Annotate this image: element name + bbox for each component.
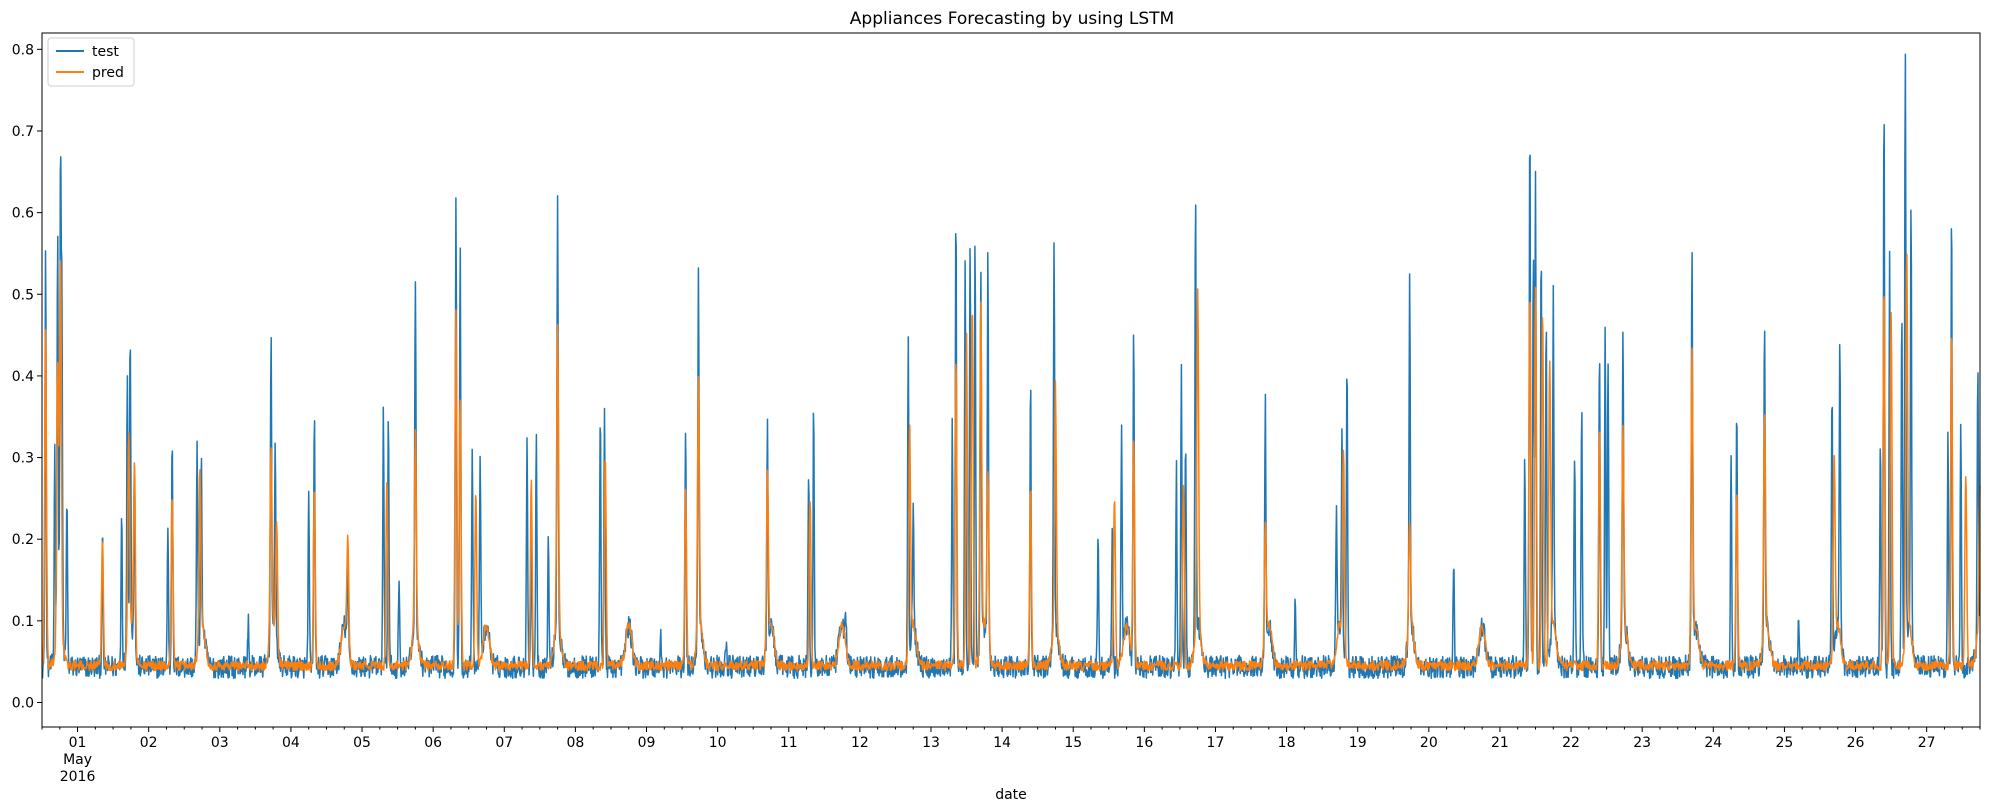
x-tick-label: 07 (495, 735, 513, 751)
x-axis-label: date (995, 787, 1027, 803)
series-line-test (41, 53, 1981, 680)
y-tick-label: 0.3 (12, 451, 34, 467)
x-tick-label: 03 (211, 735, 229, 751)
x-tick-label: 14 (993, 735, 1011, 751)
legend-label-pred: pred (92, 65, 124, 81)
x-tick-label: 06 (424, 735, 442, 751)
x-tick-label: 09 (638, 735, 656, 751)
x-tick-label: 12 (851, 735, 869, 751)
x-tick-label: 21 (1491, 735, 1509, 751)
x-tick-label: 27 (1918, 735, 1936, 751)
y-tick-label: 0.8 (12, 42, 34, 58)
series-line-pred (41, 253, 1981, 672)
x-tick-label: 10 (709, 735, 727, 751)
x-tick-label: 25 (1776, 735, 1794, 751)
x-tick-label: 04 (282, 735, 300, 751)
x-tick-label: 08 (566, 735, 584, 751)
x-tick-label: 17 (1207, 735, 1225, 751)
y-tick-label: 0.1 (12, 614, 34, 630)
x-tick-label: 11 (780, 735, 798, 751)
x-tick-label: 24 (1704, 735, 1722, 751)
x-tick-label: 19 (1349, 735, 1367, 751)
y-tick-label: 0.5 (12, 287, 34, 303)
y-tick-label: 0.2 (12, 532, 34, 548)
x-tick-label: 26 (1847, 735, 1865, 751)
x-tick-label: 22 (1562, 735, 1580, 751)
x-tick-label: 18 (1278, 735, 1296, 751)
x-tick-label: 13 (922, 735, 940, 751)
series-layer (41, 53, 1981, 680)
x-tick-sublabel: May (63, 752, 92, 768)
legend: test pred (47, 37, 135, 87)
legend-label-test: test (92, 44, 119, 60)
y-tick-label: 0.6 (12, 206, 34, 222)
y-tick-label: 0.0 (12, 696, 34, 712)
y-axis: 0.0 0.1 0.2 0.3 0.4 0.5 0.6 0.7 0.8 (12, 42, 42, 712)
plot-frame (41, 32, 1981, 728)
x-tick-label: 05 (353, 735, 371, 751)
x-tick-label: 15 (1064, 735, 1082, 751)
x-tick-label: 20 (1420, 735, 1438, 751)
x-tick-label: 02 (140, 735, 158, 751)
x-tick-sublabel: 2016 (60, 769, 96, 785)
x-tick-label: 16 (1135, 735, 1153, 751)
chart-title: Appliances Forecasting by using LSTM (850, 9, 1174, 29)
x-tick-label: 01 (69, 735, 87, 751)
x-axis: 01 02 03 04 05 06 07 08 09 10 11 12 13 14 15 16 17 18 19 20… (41, 727, 1981, 785)
x-tick-label: 23 (1633, 735, 1651, 751)
y-tick-label: 0.7 (12, 124, 34, 140)
y-tick-label: 0.4 (12, 369, 34, 385)
